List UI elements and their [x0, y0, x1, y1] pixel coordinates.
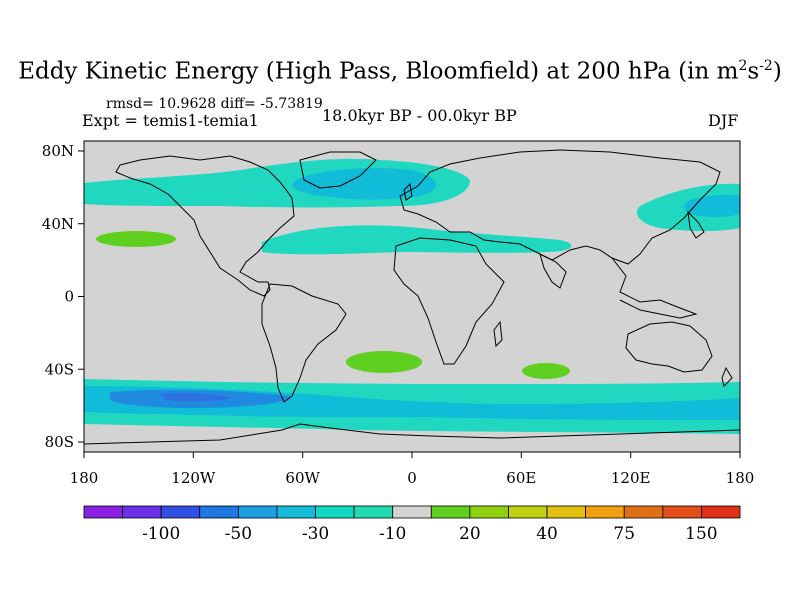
colorbar-box	[469, 505, 509, 519]
experiment-label: Expt = temis1-temia1	[82, 111, 259, 130]
lon-tick-label: 120W	[171, 469, 216, 487]
season-label: DJF	[708, 111, 739, 130]
colorbar-box	[83, 505, 123, 519]
coast-antarctica	[84, 423, 740, 445]
lon-tick-label: 0	[407, 469, 417, 487]
coast-madagascar	[493, 320, 503, 348]
coast-south-america	[261, 283, 347, 403]
coast-india	[539, 253, 567, 289]
coast-australia	[625, 321, 713, 373]
colorbar-box	[237, 505, 278, 519]
longitude-axis: 180 120W 60W 0 60E 120E 180	[70, 452, 755, 487]
colorbar-box	[585, 505, 625, 519]
lat-tick-label: 0	[64, 288, 74, 306]
colorbar-box	[122, 505, 162, 519]
coast-new-zealand	[721, 366, 733, 387]
coast-africa	[393, 237, 505, 365]
title-superscript-1: 2	[738, 58, 748, 74]
colorbar-box	[662, 505, 702, 519]
lat-tick-label: 40S	[45, 360, 74, 378]
lat-tick-label: 80S	[45, 433, 74, 451]
lon-tick-label: 60E	[506, 469, 536, 487]
plot-title: Eddy Kinetic Energy (High Pass, Bloomfie…	[0, 58, 800, 85]
coast-uk	[403, 182, 413, 201]
statistics-text: rmsd= 10.9628 diff= -5.73819	[106, 96, 323, 112]
colorbar-label: -50	[225, 524, 252, 544]
title-close: )	[772, 58, 782, 85]
lat-tick-label: 40N	[42, 215, 74, 233]
latitude-axis: 80N 40N 0 40S 80S	[42, 142, 84, 451]
colorbar-box	[701, 505, 741, 519]
coastlines	[84, 149, 740, 445]
contour-north-pacific-core	[684, 194, 740, 217]
colorbar-box	[430, 505, 471, 519]
title-superscript-2: -2	[759, 58, 773, 74]
contour-north-atlantic-core	[292, 168, 437, 200]
coast-japan	[687, 210, 705, 239]
colorbar-label: -100	[142, 524, 180, 544]
positive-patch-indian-ocean	[522, 363, 570, 379]
colorbar-box	[276, 505, 316, 519]
lon-tick-label: 60W	[285, 469, 320, 487]
lon-tick-label: 180	[726, 469, 755, 487]
colorbar-box	[508, 505, 548, 519]
contour-fields	[84, 149, 740, 445]
colorbar-label: -30	[302, 524, 329, 544]
colorbar-box	[315, 505, 355, 519]
positive-patch-south-atlantic	[346, 351, 422, 373]
coast-greenland	[299, 151, 377, 189]
colorbar-box	[392, 505, 432, 519]
title-main: Eddy Kinetic Energy (High Pass, Bloomfie…	[18, 58, 739, 85]
contour-southern-ocean-peak	[160, 393, 232, 402]
colorbar-labels: -100 -50 -30 -10 20 40 75 150	[142, 524, 718, 544]
colorbar-label: 20	[459, 524, 481, 544]
lat-tick-label: 80N	[42, 142, 74, 160]
coast-north-america	[115, 155, 295, 297]
positive-patch-north-pacific	[96, 231, 176, 247]
colorbar	[83, 505, 741, 519]
colorbar-box	[623, 505, 664, 519]
colorbar-label: 75	[613, 524, 635, 544]
lon-tick-label: 120E	[611, 469, 651, 487]
colorbar-label: 40	[536, 524, 558, 544]
title-unit-s: s	[747, 58, 760, 85]
colorbar-label: 150	[685, 524, 717, 544]
lon-tick-label: 180	[70, 469, 99, 487]
coast-eurasia	[399, 149, 721, 265]
colorbar-label: -10	[379, 524, 406, 544]
coast-southeast-asia	[611, 257, 698, 319]
contour-subtropical-band	[262, 225, 572, 255]
period-label: 18.0kyr BP - 00.0kyr BP	[322, 106, 517, 125]
colorbar-box	[353, 505, 394, 519]
colorbar-box	[160, 505, 201, 519]
colorbar-box	[546, 505, 587, 519]
colorbar-box	[199, 505, 239, 519]
